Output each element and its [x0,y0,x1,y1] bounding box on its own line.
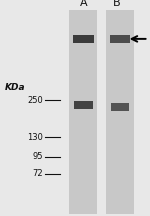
Bar [69,10,97,214]
Bar [73,35,94,43]
Text: KDa: KDa [5,83,25,92]
Bar [111,103,129,111]
Text: A: A [80,0,87,8]
Bar [110,35,130,43]
Bar [74,101,93,109]
Text: 95: 95 [32,152,43,161]
Text: 250: 250 [27,96,43,105]
Text: 130: 130 [27,133,43,142]
Text: B: B [113,0,121,8]
Bar [106,10,134,214]
Text: 72: 72 [32,169,43,178]
